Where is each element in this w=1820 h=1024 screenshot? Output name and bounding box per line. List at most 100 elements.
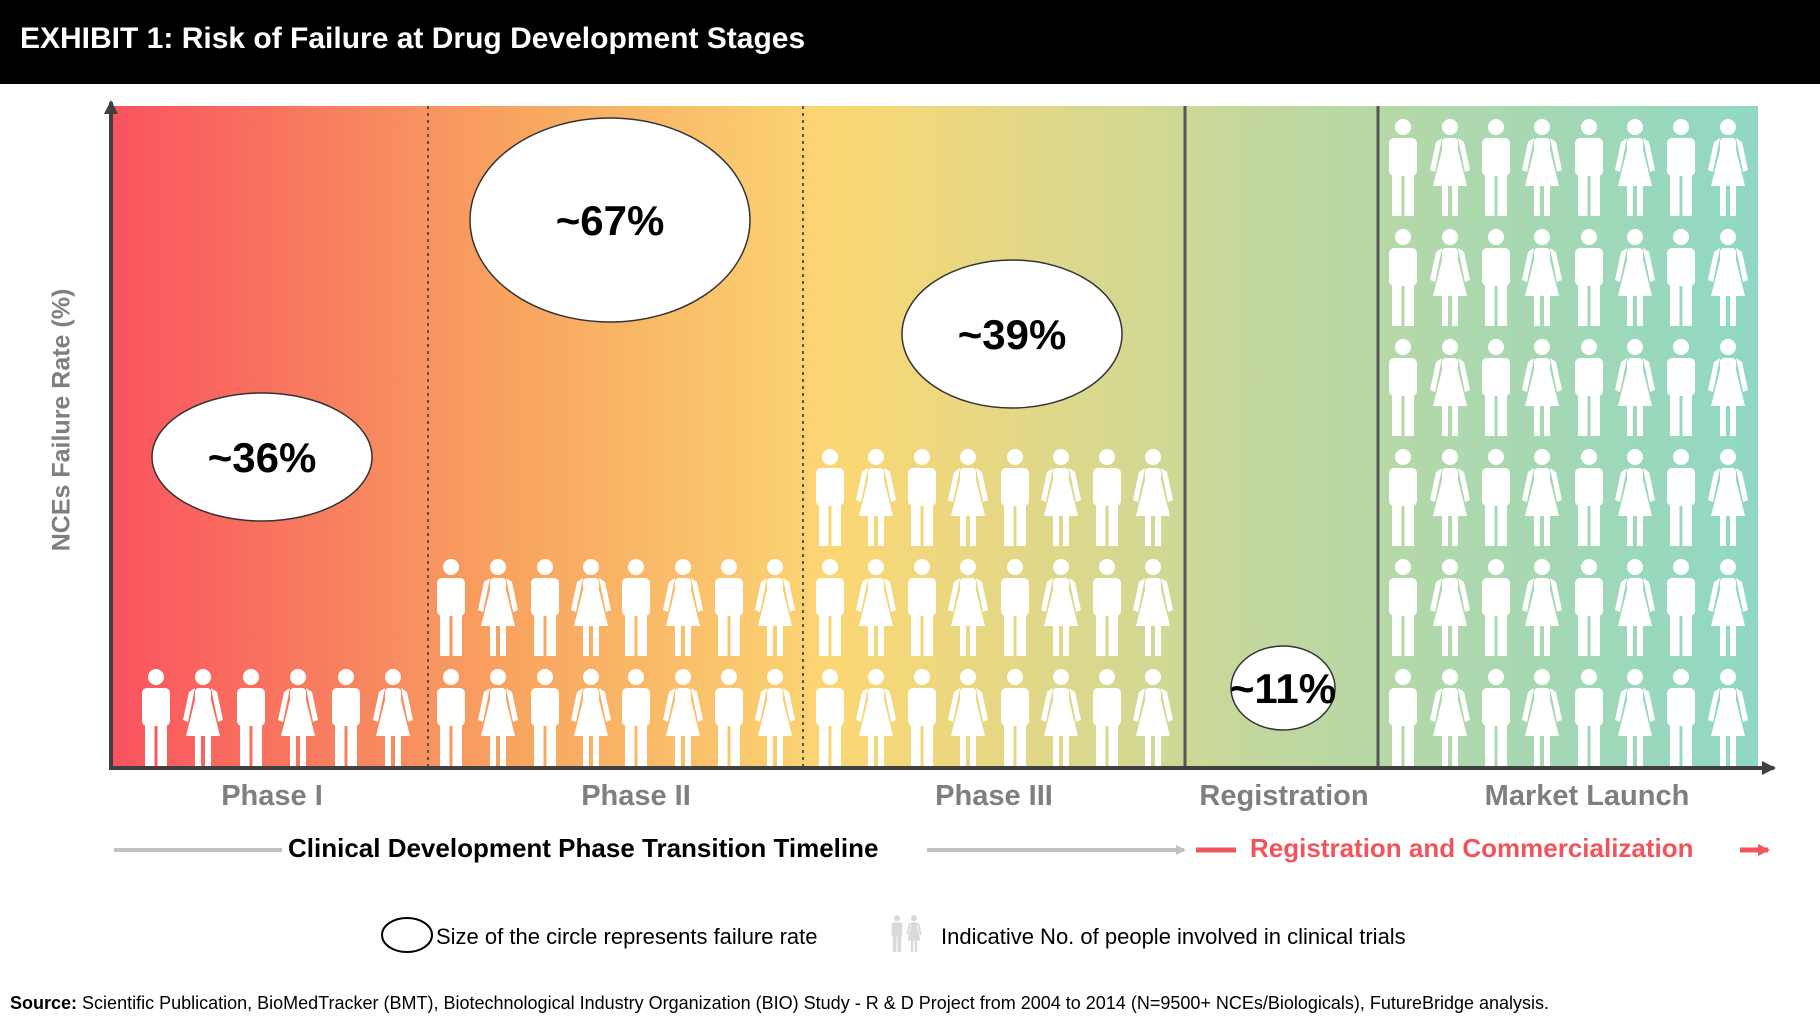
person-icon (1001, 669, 1029, 766)
person-icon (948, 449, 988, 546)
person-icon (142, 669, 170, 766)
person-icon (1482, 339, 1510, 436)
person-icon (1708, 559, 1748, 656)
person-icon (1522, 669, 1562, 766)
person-icon (816, 559, 844, 656)
person-icon (1430, 559, 1470, 656)
person-icon (1708, 449, 1748, 546)
person-icon (948, 559, 988, 656)
person-icon (1041, 669, 1081, 766)
failure-rate-label: ~36% (208, 434, 317, 481)
person-icon (1001, 449, 1029, 546)
person-icon (1430, 339, 1470, 436)
person-icon (816, 669, 844, 766)
person-icon (183, 669, 223, 766)
person-icon (1389, 229, 1417, 326)
person-icon (908, 559, 936, 656)
person-icon (948, 669, 988, 766)
person-icon (1482, 449, 1510, 546)
legend-circle-text: Size of the circle represents failure ra… (436, 924, 818, 949)
person-icon (531, 669, 559, 766)
person-icon (1389, 559, 1417, 656)
person-icon (1708, 669, 1748, 766)
person-icon (1615, 669, 1655, 766)
phase-label-2: Phase II (581, 780, 691, 812)
person-icon (237, 669, 265, 766)
person-icon (1708, 119, 1748, 216)
person-icon (1133, 669, 1173, 766)
source-note: Source: Scientific Publication, BioMedTr… (10, 993, 1549, 1014)
person-icon (1482, 669, 1510, 766)
phase-label-3: Phase III (935, 780, 1053, 812)
person-icon (332, 669, 360, 766)
person-icon (1575, 229, 1603, 326)
person-icon (908, 669, 936, 766)
person-icon (1389, 119, 1417, 216)
failure-rate-label: ~11% (1230, 665, 1336, 712)
person-icon (1708, 339, 1748, 436)
person-icon (478, 559, 518, 656)
timeline-clinical-label: Clinical Development Phase Transition Ti… (288, 833, 879, 863)
person-icon (1093, 669, 1121, 766)
person-icon (663, 559, 703, 656)
person-icon (1482, 229, 1510, 326)
person-icon (816, 449, 844, 546)
person-icon (1482, 119, 1510, 216)
person-icon (1389, 449, 1417, 546)
person-icon (1522, 339, 1562, 436)
failure-bubble (901, 259, 1123, 409)
person-icon (1575, 559, 1603, 656)
person-icon (1430, 669, 1470, 766)
people-icons (142, 119, 1748, 766)
person-icon (571, 559, 611, 656)
person-icon (1389, 339, 1417, 436)
person-icon (1522, 559, 1562, 656)
phase-label-4: Registration (1199, 780, 1369, 812)
person-icon (437, 559, 465, 656)
person-icon (1667, 449, 1695, 546)
source-text: Scientific Publication, BioMedTracker (B… (82, 993, 1550, 1013)
person-icon (1667, 339, 1695, 436)
failure-bubble (1230, 645, 1336, 731)
timeline-registration-label: Registration and Commercialization (1250, 833, 1694, 863)
exhibit-title: EXHIBIT 1: Risk of Failure at Drug Devel… (20, 22, 806, 55)
phase-label-5: Market Launch (1484, 780, 1690, 812)
phase-label-1: Phase I (221, 780, 323, 812)
person-icon (1522, 229, 1562, 326)
person-icon (1430, 119, 1470, 216)
person-icon (1041, 449, 1081, 546)
legend-circle-icon (381, 917, 433, 953)
source-label: Source: (10, 993, 78, 1013)
failure-rate-chart: ~36% ~67% ~39% ~11% (104, 100, 1776, 953)
failure-rate-label: ~39% (958, 311, 1067, 358)
person-icon (1615, 119, 1655, 216)
person-icon (1001, 559, 1029, 656)
person-icon (1667, 559, 1695, 656)
person-icon (1041, 559, 1081, 656)
person-icon (1133, 559, 1173, 656)
person-icon (1522, 119, 1562, 216)
person-icon (1133, 449, 1173, 546)
person-icon (622, 669, 650, 766)
exhibit-header: EXHIBIT 1: Risk of Failure at Drug Devel… (0, 0, 1820, 84)
legend-person-male-icon (891, 915, 903, 952)
person-icon (1667, 669, 1695, 766)
person-icon (478, 669, 518, 766)
failure-rate-label: ~67% (556, 197, 665, 244)
person-icon (755, 559, 795, 656)
failure-bubbles: ~36% ~67% ~39% ~11% (151, 117, 1336, 731)
person-icon (856, 449, 896, 546)
person-icon (531, 559, 559, 656)
person-icon (755, 669, 795, 766)
legend-people-icon (891, 915, 922, 952)
person-icon (1575, 449, 1603, 546)
person-icon (1615, 449, 1655, 546)
plot-background (113, 106, 1758, 768)
person-icon (856, 559, 896, 656)
person-icon (1430, 449, 1470, 546)
person-icon (622, 559, 650, 656)
person-icon (571, 669, 611, 766)
person-icon (856, 669, 896, 766)
person-icon (1389, 669, 1417, 766)
person-icon (1667, 229, 1695, 326)
